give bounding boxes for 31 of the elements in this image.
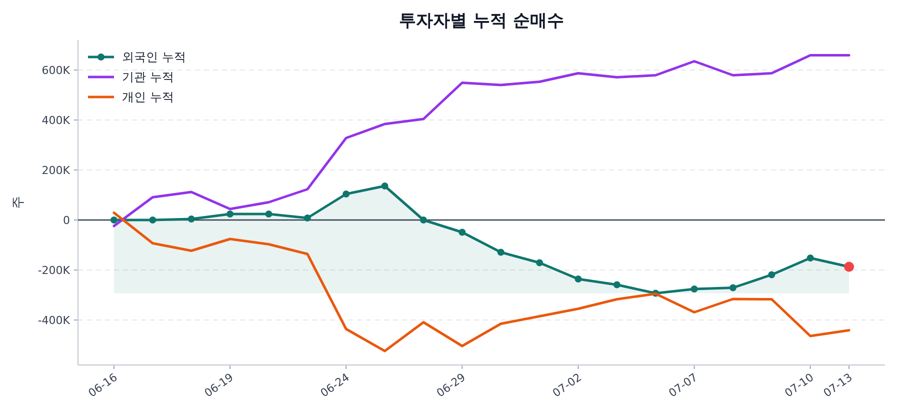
y-axis-title: 주 <box>11 196 26 209</box>
point <box>110 216 118 224</box>
point <box>458 228 466 236</box>
y-tick-label: 600K <box>42 64 71 77</box>
point <box>342 190 350 198</box>
y-tick-label: -400K <box>38 314 71 327</box>
legend-label: 개인 누적 <box>122 90 174 104</box>
point <box>613 281 620 288</box>
chart-title: 투자자별 누적 순매수 <box>399 11 564 31</box>
y-tick-label: 400K <box>42 114 71 127</box>
y-tick-label: 200K <box>42 164 71 177</box>
point <box>497 248 504 256</box>
line-series <box>112 54 850 228</box>
point <box>536 259 544 266</box>
point <box>226 210 234 218</box>
point <box>188 216 195 222</box>
legend-label: 기관 누적 <box>122 70 174 84</box>
point <box>420 216 427 224</box>
line-series <box>112 212 850 352</box>
point <box>304 214 311 222</box>
point <box>806 254 814 262</box>
point <box>729 284 736 292</box>
point <box>690 286 698 292</box>
point <box>381 182 388 190</box>
legend-label: 외국인 누적 <box>122 50 186 64</box>
point <box>574 276 582 282</box>
point <box>149 216 156 224</box>
y-tick-label: 0 <box>63 214 70 227</box>
y-tick-label: -200K <box>38 264 71 277</box>
point <box>265 210 272 218</box>
point <box>768 271 776 278</box>
